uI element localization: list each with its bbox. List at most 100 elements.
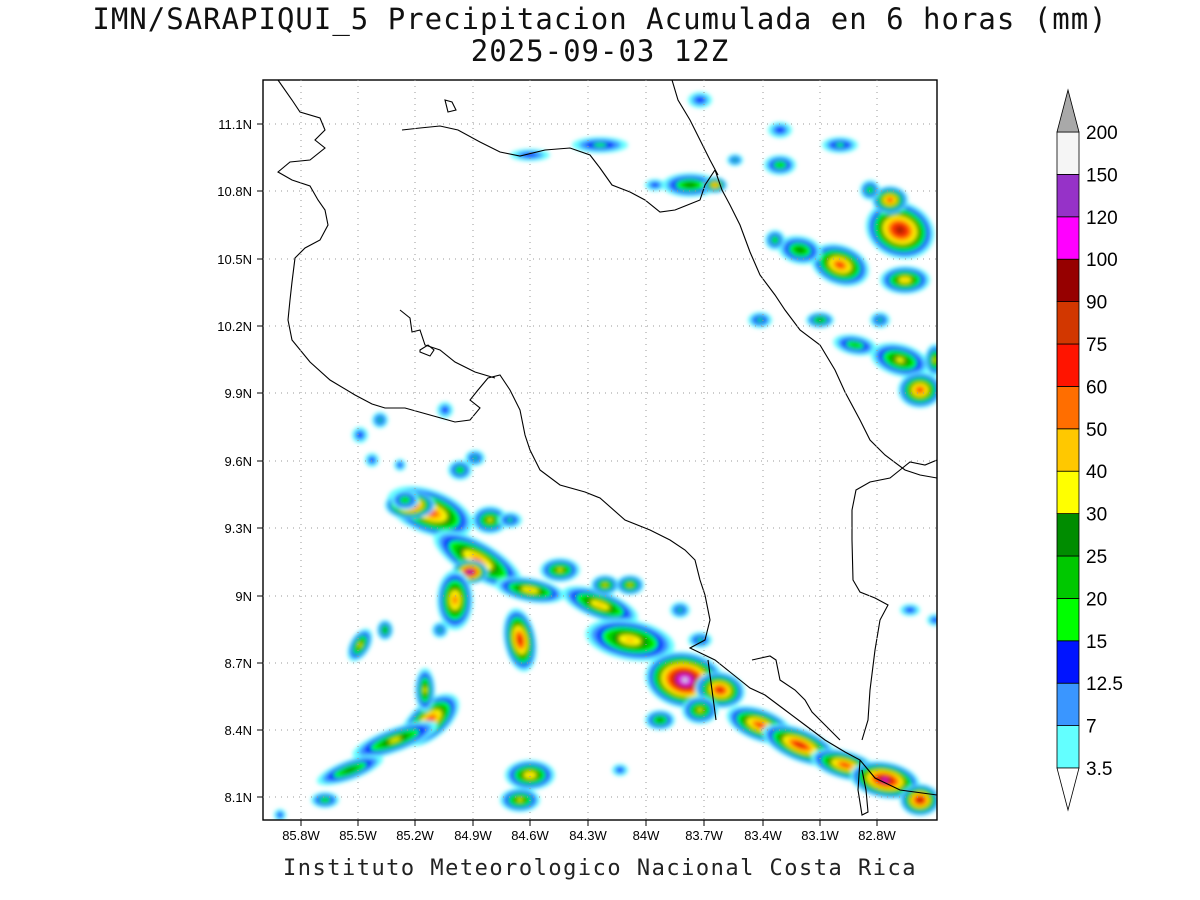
precip-cell bbox=[372, 412, 388, 428]
colorbar-swatch bbox=[1056, 173, 1080, 218]
precip-cell bbox=[352, 720, 438, 760]
precip-cell bbox=[505, 760, 555, 790]
precip-cell bbox=[437, 402, 453, 418]
y-tick-label: 10.2N bbox=[217, 319, 252, 334]
colorbar-label: 60 bbox=[1086, 377, 1107, 398]
colorbar-label: 50 bbox=[1086, 420, 1107, 441]
precip-cell bbox=[591, 575, 619, 595]
y-tick-label: 8.7N bbox=[225, 656, 252, 671]
colorbar-swatch bbox=[1056, 428, 1080, 472]
precip-cell bbox=[688, 92, 712, 108]
y-tick-label: 9N bbox=[235, 589, 252, 604]
precip-cell bbox=[415, 668, 435, 712]
precip-cell bbox=[860, 180, 880, 200]
precip-cell bbox=[726, 705, 794, 745]
precip-cell bbox=[682, 696, 718, 724]
colorbar-label: 15 bbox=[1086, 632, 1107, 653]
colorbar-swatch bbox=[1056, 301, 1080, 345]
precip-cell bbox=[612, 764, 628, 776]
x-tick-label: 83.1W bbox=[801, 828, 839, 843]
y-tick-label: 8.4N bbox=[225, 723, 252, 738]
precip-cell bbox=[498, 512, 522, 528]
precip-cell bbox=[432, 622, 448, 638]
precip-cell bbox=[748, 312, 772, 328]
colorbar: 3.5 7 12.5 15 20 25 30 40 50 60 75 90 100 120 150 200 bbox=[1056, 88, 1123, 812]
x-tick-label: 83.7W bbox=[685, 828, 723, 843]
colorbar-label: 30 bbox=[1086, 505, 1107, 526]
colorbar-label: 100 bbox=[1086, 250, 1118, 271]
precip-cell bbox=[365, 453, 379, 467]
precip-cell bbox=[925, 344, 937, 376]
precip-cell bbox=[437, 570, 473, 630]
coastline bbox=[277, 80, 937, 816]
colorbar-label: 40 bbox=[1086, 462, 1107, 483]
precip-cell bbox=[572, 137, 628, 153]
precip-cell bbox=[645, 179, 665, 191]
precip-cell bbox=[900, 784, 937, 816]
precip-cell bbox=[352, 427, 368, 443]
precip-cell bbox=[865, 201, 935, 259]
precip-cell bbox=[394, 459, 406, 471]
precip-cell bbox=[433, 530, 523, 590]
precip-cell bbox=[500, 788, 540, 812]
precip-cell bbox=[703, 177, 727, 193]
x-tick-label: 85.8W bbox=[282, 828, 320, 843]
x-tick-label: 84.6W bbox=[511, 828, 549, 843]
colorbar-swatch bbox=[1056, 640, 1080, 684]
precip-cell bbox=[347, 628, 373, 662]
precip-cell bbox=[870, 312, 890, 328]
colorbar-label: 150 bbox=[1086, 165, 1118, 186]
x-tick-label: 84W bbox=[633, 828, 660, 843]
precip-cell bbox=[510, 149, 550, 161]
precip-cell bbox=[765, 230, 785, 250]
y-tick-label: 9.9N bbox=[225, 386, 252, 401]
precip-cell bbox=[465, 450, 485, 466]
precip-cell bbox=[448, 460, 472, 480]
precip-cell bbox=[880, 266, 930, 294]
precip-cell bbox=[503, 608, 537, 672]
y-tick-label: 9.3N bbox=[225, 521, 252, 536]
colorbar-label: 90 bbox=[1086, 293, 1107, 314]
colorbar-swatch bbox=[1056, 385, 1080, 430]
colorbar-swatch bbox=[1056, 470, 1080, 515]
colorbar-swatch bbox=[1056, 343, 1080, 387]
y-tick-label: 8.1N bbox=[225, 790, 252, 805]
precip-cell bbox=[764, 155, 796, 175]
credit-text: Instituto Meteorologico Nacional Costa R… bbox=[282, 856, 918, 881]
x-tick-label: 83.4W bbox=[744, 828, 782, 843]
precip-cell bbox=[688, 632, 712, 648]
colorbar-top-arrow bbox=[1056, 88, 1080, 133]
colorbar-swatch bbox=[1056, 513, 1080, 557]
precip-cell bbox=[472, 506, 508, 534]
colorbar-label: 12.5 bbox=[1086, 674, 1123, 695]
map-date: 2025-09-03 12Z bbox=[470, 34, 730, 68]
precip-cell bbox=[670, 602, 690, 618]
x-tick-label: 85.5W bbox=[339, 828, 377, 843]
precip-cell bbox=[645, 710, 675, 730]
precip-cell bbox=[898, 372, 937, 408]
colorbar-swatch bbox=[1056, 131, 1080, 175]
precip-cell bbox=[778, 235, 822, 265]
colorbar-label: 200 bbox=[1086, 123, 1118, 144]
axis-labels: 85.8W 85.5W 85.2W 84.9W 84.6W 84.3W 84W 83.7W 83… bbox=[217, 117, 896, 843]
y-tick-label: 10.5N bbox=[217, 252, 252, 267]
y-tick-label: 11.1N bbox=[218, 117, 252, 132]
y-tick-label: 10.8N bbox=[217, 184, 252, 199]
colorbar-swatch bbox=[1056, 216, 1080, 260]
precip-cell bbox=[616, 575, 644, 595]
colorbar-label: 3.5 bbox=[1086, 759, 1112, 780]
plot-frame bbox=[262, 79, 938, 821]
precip-cell bbox=[562, 586, 638, 624]
colorbar-swatch bbox=[1056, 258, 1080, 303]
precip-cell bbox=[927, 614, 937, 626]
x-tick-label: 82.8W bbox=[858, 828, 896, 843]
colorbar-bottom-arrow bbox=[1056, 767, 1080, 812]
x-tick-label: 84.9W bbox=[454, 828, 492, 843]
precip-cell bbox=[727, 154, 743, 166]
colorbar-label: 120 bbox=[1086, 208, 1118, 229]
precip-cell bbox=[391, 490, 419, 510]
colorbar-swatch bbox=[1056, 725, 1080, 769]
precip-cell bbox=[377, 620, 393, 640]
map-title: IMN/SARAPIQUI_5 Precipitacion Acumulada … bbox=[92, 2, 1108, 36]
